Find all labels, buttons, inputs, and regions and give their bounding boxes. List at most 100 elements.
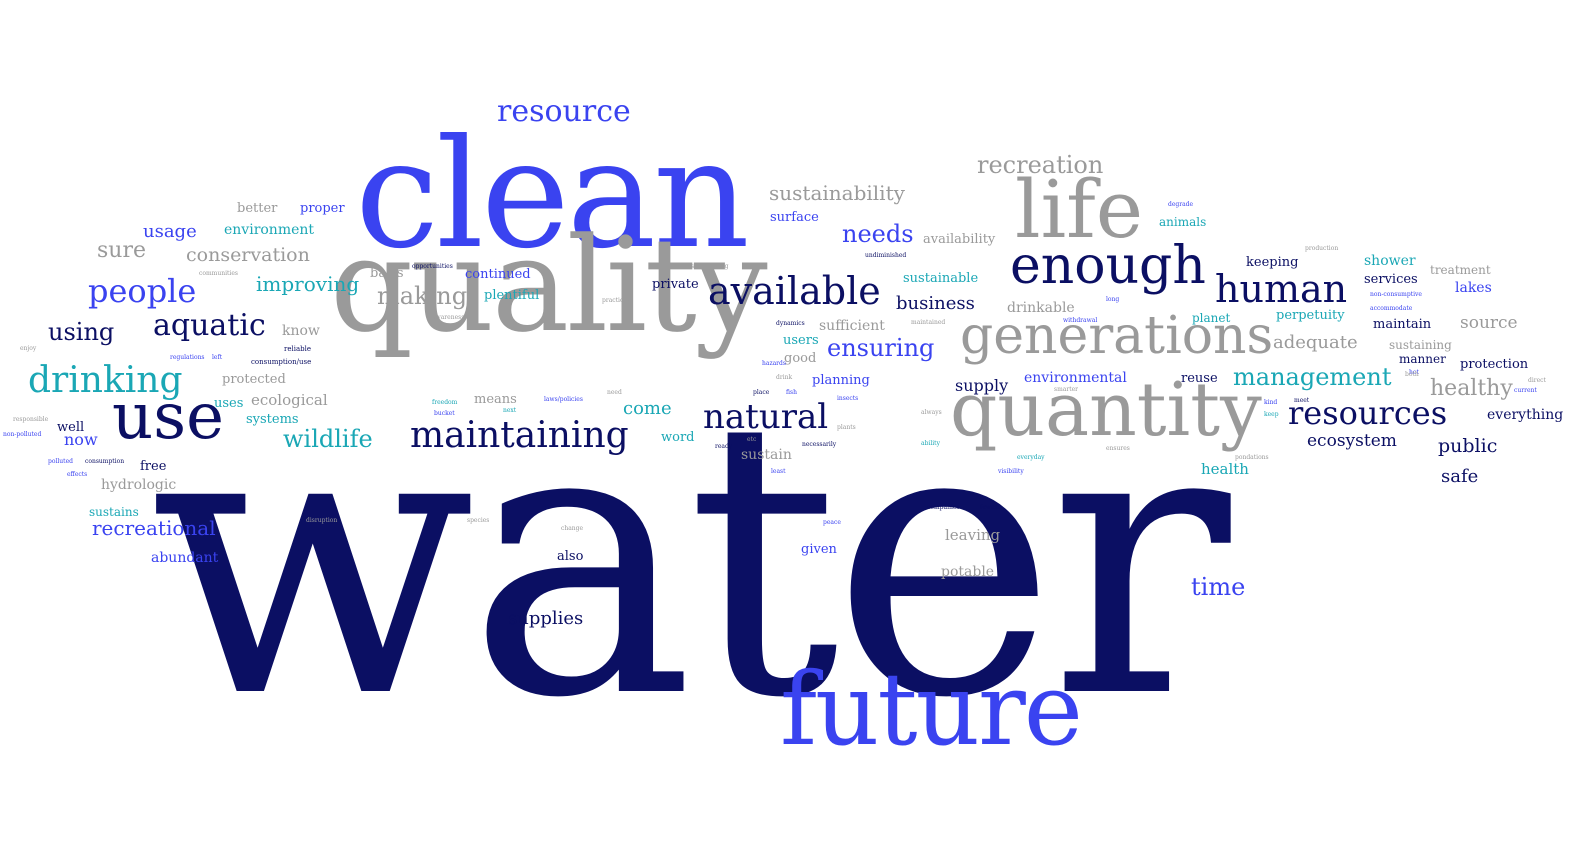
word-natural: natural: [703, 397, 829, 437]
word-hydrologic: hydrologic: [101, 477, 177, 493]
word-fewest: fewest: [980, 504, 1000, 511]
word-current: current: [1514, 387, 1537, 394]
word-laws-policies: laws/policies: [544, 396, 583, 403]
word-future: future: [780, 651, 1083, 768]
word-conservation: conservation: [186, 244, 310, 266]
word-consumption: consumption: [85, 458, 125, 465]
word-basis: basis: [370, 266, 404, 281]
word-meet: meet: [1294, 397, 1310, 404]
word-supplies: supplies: [508, 608, 584, 629]
word-leaving: leaving: [945, 526, 1001, 544]
word-effects: effects: [67, 471, 88, 478]
word-sure: sure: [97, 238, 146, 263]
word-also: also: [557, 549, 584, 564]
word-protected: protected: [222, 372, 286, 387]
word-planning: planning: [812, 373, 870, 388]
word-systems: systems: [246, 412, 299, 427]
word-now: now: [64, 430, 98, 449]
word-always: always: [921, 409, 942, 416]
word-human: human: [1215, 267, 1348, 311]
word-better: better: [237, 201, 278, 216]
word-dynamics: dynamics: [776, 320, 805, 327]
word-water: water: [150, 338, 1231, 781]
word-surrounding: surrounding: [691, 263, 729, 270]
word-quantity: quantity: [950, 367, 1262, 453]
word-time: time: [1191, 573, 1246, 601]
word-responsible: responsible: [13, 416, 49, 423]
word-keep: keep: [1264, 411, 1279, 418]
word-communities: communities: [199, 270, 238, 277]
word-making: making: [377, 282, 468, 310]
word-degrade: degrade: [1168, 201, 1194, 208]
word-ready: ready: [715, 443, 733, 450]
word-freedom: freedom: [432, 399, 458, 406]
word-bucket: bucket: [434, 410, 455, 417]
word-private: private: [652, 277, 699, 292]
word-source: source: [1460, 313, 1518, 333]
word-use: use: [112, 380, 224, 454]
word-smarter: smarter: [1054, 386, 1079, 393]
word-long: long: [1106, 296, 1120, 303]
word-uses: uses: [214, 396, 244, 411]
word-safe: safe: [1441, 466, 1479, 487]
word-enough: enough: [1010, 236, 1206, 296]
word-sufficient: sufficient: [819, 318, 885, 334]
word-manner: manner: [1399, 352, 1446, 366]
word-environment: environment: [224, 222, 315, 238]
word-peace: peace: [823, 519, 841, 526]
word-undiminished: undiminished: [865, 252, 907, 259]
word-kind: kind: [1264, 399, 1278, 406]
word-drinkable: drinkable: [1007, 300, 1075, 316]
word-needs: needs: [842, 220, 914, 248]
word-public: public: [1438, 435, 1498, 457]
word-using: using: [48, 318, 115, 346]
word-withdrawal: withdrawal: [1063, 317, 1098, 324]
word-sustaining: sustaining: [1389, 338, 1452, 352]
word-disruption: disruption: [306, 517, 338, 524]
word-lakes: lakes: [1455, 280, 1492, 296]
word-availability: availability: [923, 232, 996, 247]
word-insects: insects: [837, 395, 859, 402]
word-adequate: adequate: [1273, 332, 1358, 353]
word-species: species: [467, 517, 490, 524]
word-place: place: [753, 389, 770, 396]
word-planet: planet: [1192, 311, 1231, 325]
word-direct: direct: [1528, 377, 1546, 384]
word-maintained: maintained: [911, 319, 946, 326]
word-hot: hot: [1409, 369, 1419, 376]
word-users: users: [783, 333, 819, 348]
word-maintaining: maintaining: [410, 415, 629, 456]
word-both: both: [1405, 371, 1419, 378]
word-resource: resource: [497, 94, 631, 129]
word-healthy: healthy: [1430, 376, 1513, 401]
word-services: services: [1364, 272, 1418, 287]
word-consumption-use: consumption/use: [251, 358, 312, 366]
word-sustain: sustain: [741, 447, 792, 463]
word-etc: etc: [747, 436, 757, 443]
word-necessarily: necessarily: [802, 441, 837, 448]
word-recreation: recreation: [977, 151, 1104, 179]
word-need: need: [607, 389, 622, 396]
word-regulations: regulations: [170, 354, 205, 361]
word-non-polluted: non-polluted: [3, 431, 42, 438]
word-usage: usage: [143, 221, 197, 242]
word-reliable: reliable: [284, 345, 312, 353]
word-non-consumptive: non-consumptive: [1370, 291, 1422, 298]
word-production: production: [1305, 245, 1339, 252]
word-opportunities: opportunities: [412, 263, 453, 270]
word-potable: potable: [941, 564, 995, 580]
word-free: free: [140, 459, 167, 474]
word-means: means: [474, 392, 517, 407]
word-maintain: maintain: [1373, 317, 1432, 332]
word-least: least: [771, 468, 786, 475]
word-everything: everything: [1487, 407, 1564, 423]
word-change: change: [561, 525, 584, 532]
word-abundant: abundant: [151, 550, 219, 566]
word-everyday: everyday: [1017, 454, 1045, 461]
word-given: given: [801, 542, 837, 557]
word-reuse: reuse: [1181, 371, 1218, 386]
word-treatment: treatment: [1430, 263, 1491, 277]
word-keeping: keeping: [1246, 255, 1299, 270]
word-ecosystem: ecosystem: [1307, 431, 1397, 451]
